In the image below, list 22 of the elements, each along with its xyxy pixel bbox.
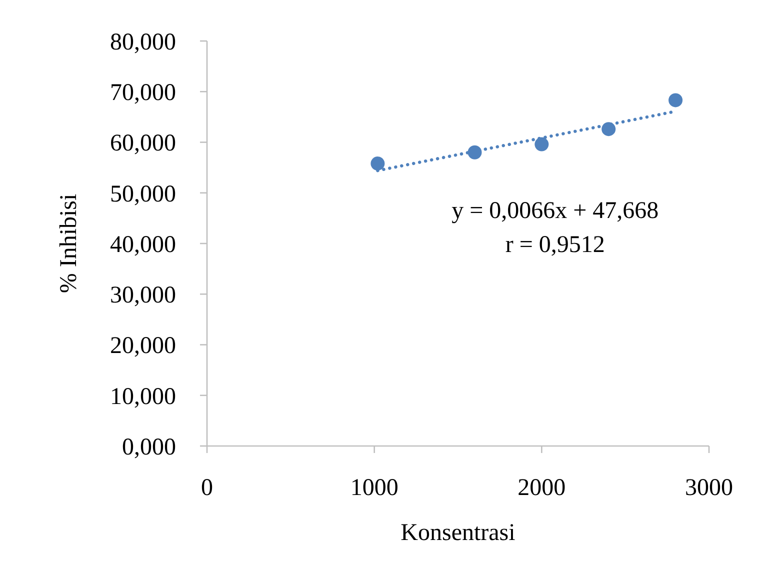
x-tick-label: 0: [201, 475, 213, 501]
point: [534, 137, 549, 152]
y-tick-label: 60,000: [110, 130, 176, 157]
y-tick-label: 70,000: [110, 80, 176, 106]
point: [370, 156, 385, 171]
y-tick-label: 20,000: [110, 333, 176, 360]
x-tick-label: 3000: [685, 475, 733, 501]
annotation: y = 0,0066x + 47,668: [452, 198, 659, 224]
point: [468, 145, 482, 160]
point: [668, 93, 683, 108]
x-tick-label: 2000: [518, 475, 566, 501]
x-tick-label: 1000: [350, 475, 398, 501]
y-tick-label: 10,000: [110, 384, 176, 410]
y-axis-title: % Inhibisi: [56, 194, 82, 294]
point: [602, 122, 616, 136]
y-tick-label: 40,000: [110, 232, 176, 258]
y-tick-label: 30,000: [110, 282, 176, 309]
y-tick-label: 50,000: [110, 181, 176, 208]
y-tick-label: 0,000: [122, 434, 176, 460]
annotation: r = 0,9512: [505, 232, 605, 258]
x-axis-title: Konsentrasi: [400, 520, 516, 546]
y-tick-label: 80,000: [110, 29, 176, 56]
